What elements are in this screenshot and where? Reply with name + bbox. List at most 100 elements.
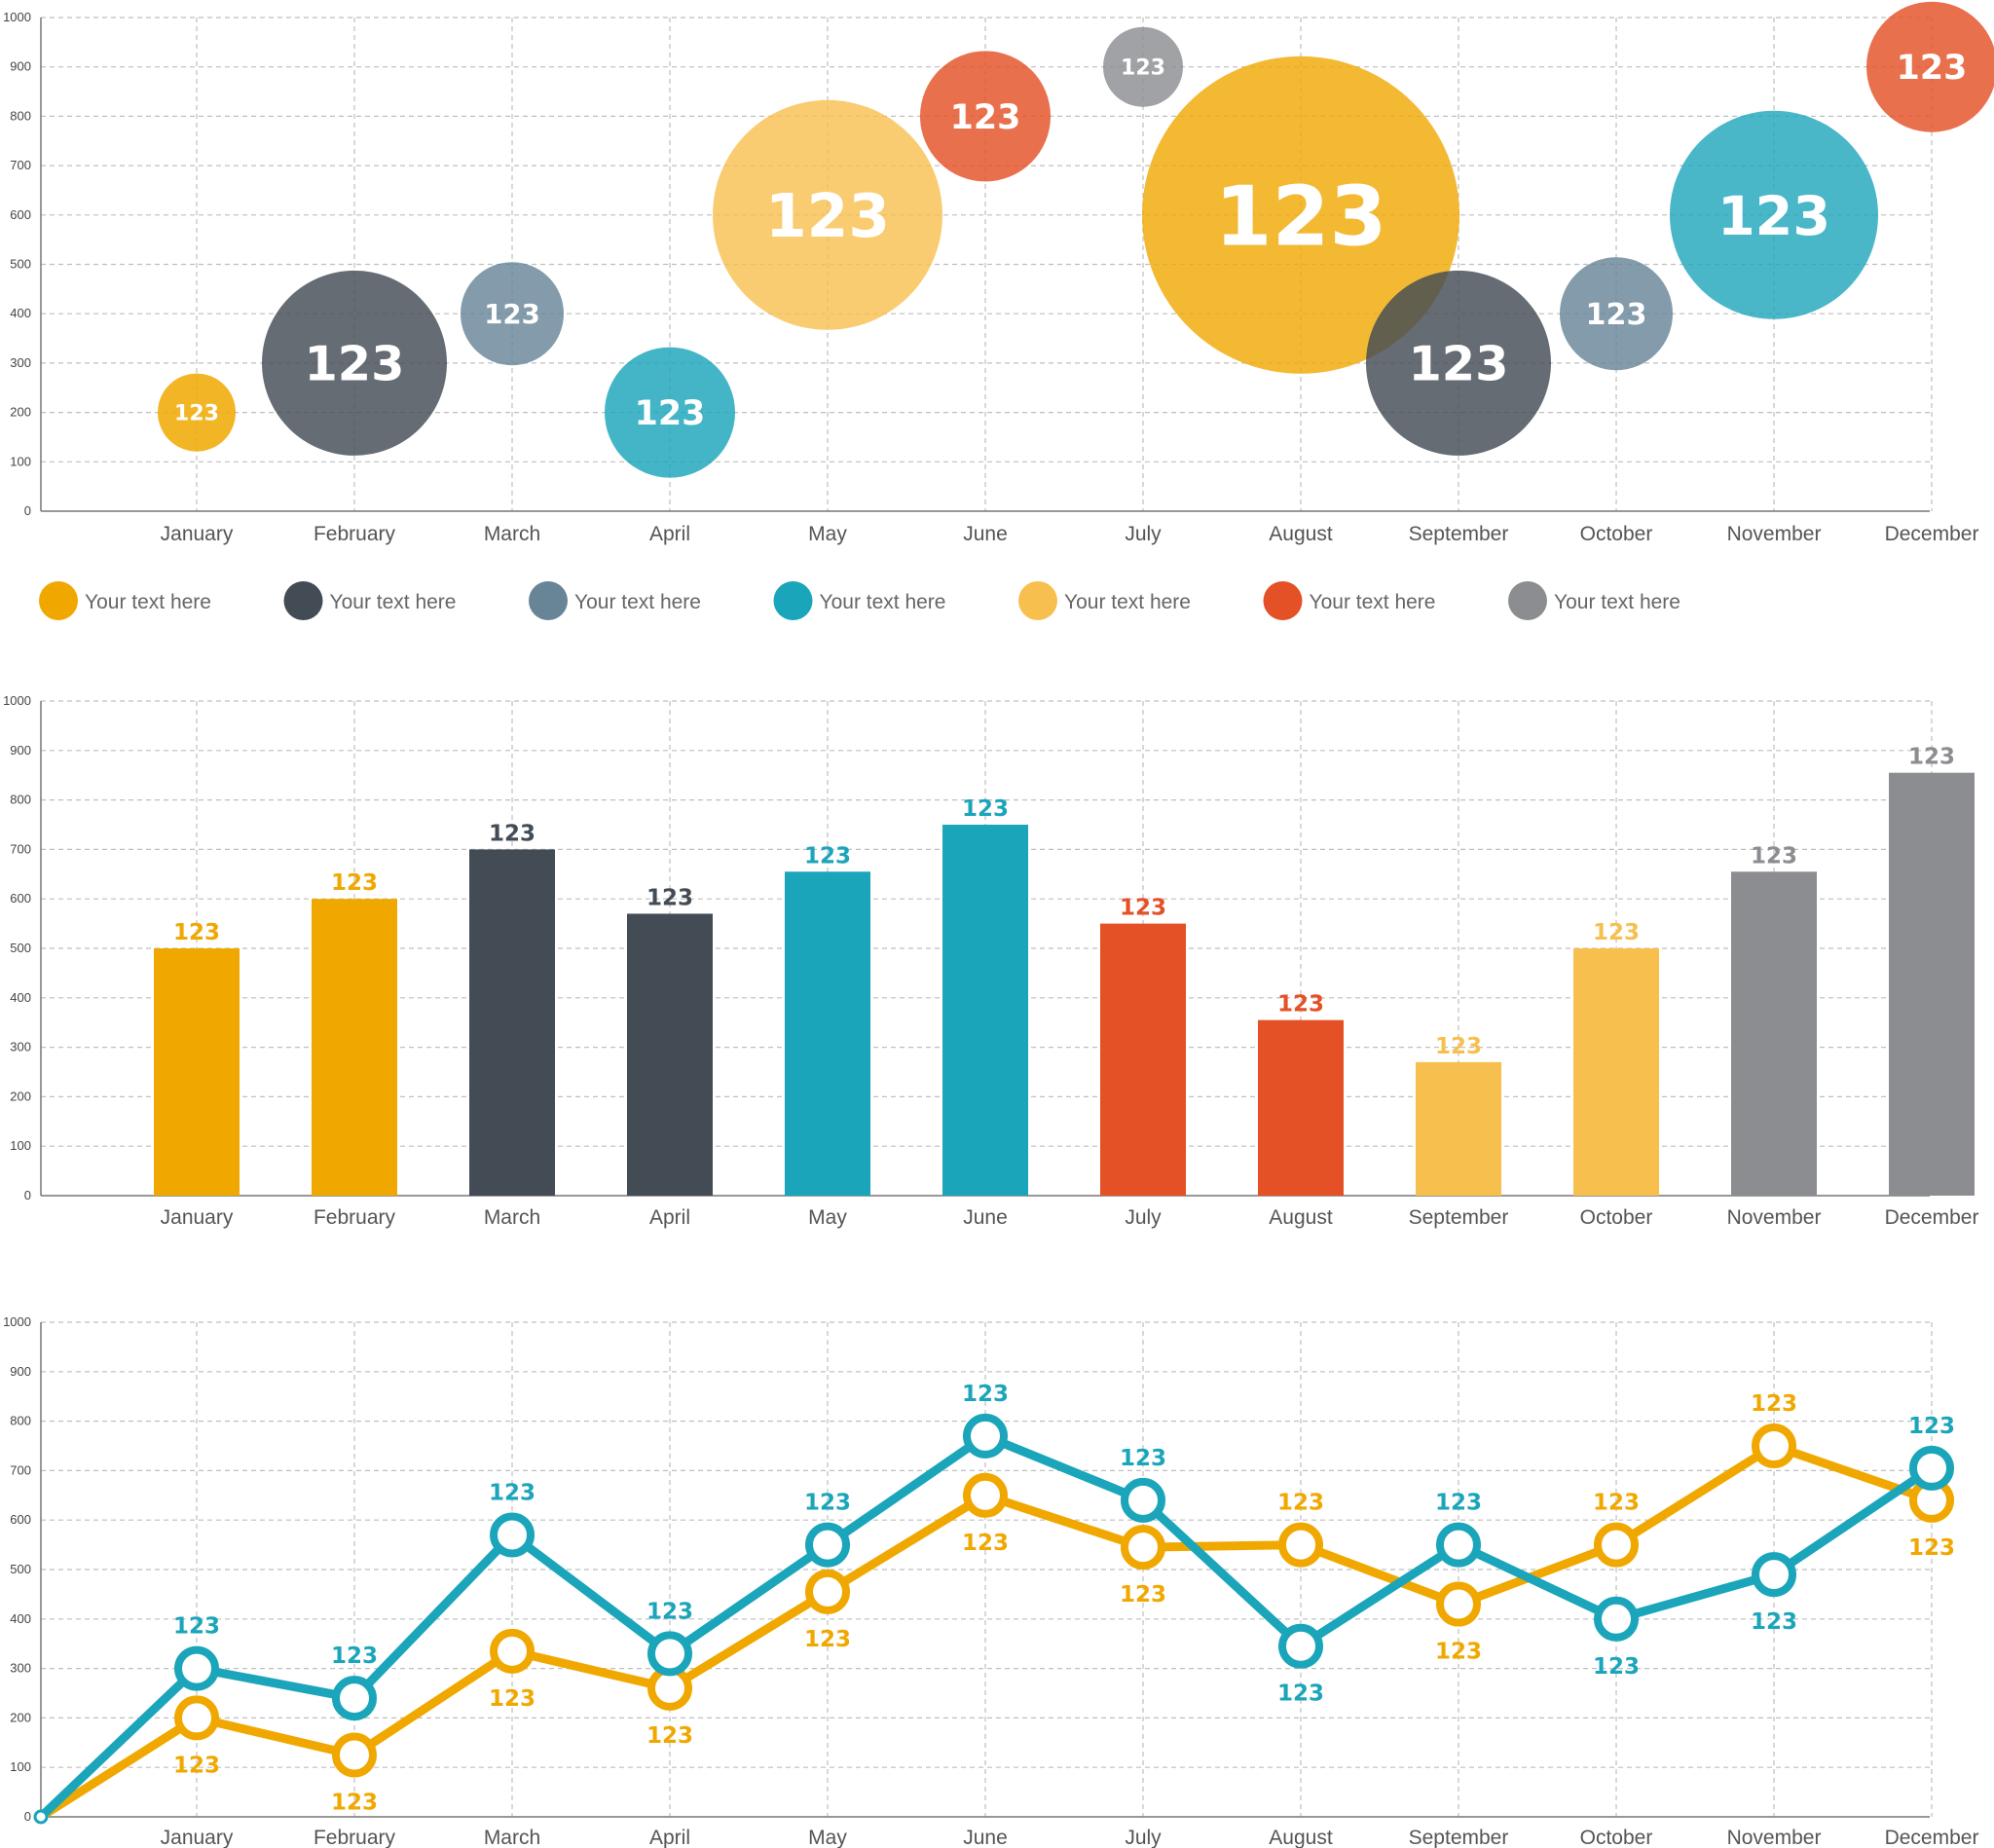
x-tick-label: October [1580, 1206, 1653, 1229]
y-tick-label: 400 [10, 1611, 31, 1626]
point-value-label: 123 [1908, 1535, 1955, 1561]
bubble-value-label: 123 [1215, 167, 1387, 264]
y-tick-label: 400 [10, 306, 31, 320]
series-point [1121, 1525, 1165, 1571]
y-tick-label: 700 [10, 841, 31, 856]
point-value-label: 123 [1593, 1491, 1640, 1516]
x-tick-label: February [314, 1827, 396, 1848]
bubble [262, 270, 447, 456]
bar [1731, 871, 1817, 1196]
y-tick-label: 0 [24, 1809, 31, 1824]
point-value-label: 123 [646, 1723, 693, 1749]
bar-value-label: 123 [1908, 745, 1955, 770]
y-tick-label: 900 [10, 743, 31, 758]
series-point [1436, 1581, 1481, 1627]
bubble [1103, 26, 1183, 107]
series-point [1121, 1477, 1165, 1523]
x-tick-label: December [1885, 1827, 1979, 1848]
point-value-label: 123 [1751, 1609, 1797, 1635]
bar-value-label: 123 [646, 885, 693, 910]
point-value-label: 123 [1908, 1414, 1955, 1439]
y-tick-label: 600 [10, 891, 31, 906]
x-tick-label: September [1409, 1206, 1509, 1229]
bar [312, 899, 397, 1196]
y-tick-label: 200 [10, 1710, 31, 1724]
x-tick-label: December [1885, 523, 1979, 545]
bubble [158, 373, 236, 452]
bubble [1670, 110, 1878, 319]
legend-label: Your text here [820, 591, 946, 613]
series-point [1436, 1522, 1481, 1568]
origin-point [33, 1809, 49, 1825]
point-value-label: 123 [804, 1627, 851, 1652]
bar-value-label: 123 [1277, 992, 1324, 1017]
series-point [1909, 1445, 1954, 1491]
bubble-value-label: 123 [484, 299, 540, 330]
x-tick-label: May [808, 523, 847, 545]
y-tick-label: 400 [10, 990, 31, 1005]
point-value-label: 123 [1435, 1640, 1482, 1665]
point-value-label: 123 [331, 1791, 378, 1816]
x-tick-label: February [314, 523, 396, 545]
bubble-value-label: 123 [1121, 56, 1165, 81]
y-tick-label: 600 [10, 1512, 31, 1527]
point-value-label: 123 [804, 1491, 851, 1516]
bar-value-label: 123 [962, 796, 1009, 822]
bar-value-label: 123 [804, 843, 851, 869]
bar-chart: 0 100 200 300 400 500 600 700 800 900 1000 January F… [3, 693, 1978, 1229]
bubble [605, 347, 735, 478]
bubble-value-label: 123 [950, 98, 1021, 137]
y-tick-label: 300 [10, 355, 31, 370]
series-point [1278, 1623, 1323, 1669]
y-tick-label: 100 [10, 454, 31, 468]
series-point [332, 1676, 377, 1721]
point-value-label: 123 [489, 1480, 535, 1505]
x-tick-label: May [808, 1206, 847, 1229]
bubble [713, 99, 942, 330]
y-tick-label: 300 [10, 1661, 31, 1676]
series-point [1594, 1596, 1639, 1642]
bubble-value-label: 123 [174, 402, 219, 426]
legend-swatch [39, 581, 78, 620]
y-tick-label: 600 [10, 207, 31, 222]
bar [1258, 1019, 1344, 1196]
series-point [805, 1569, 850, 1614]
bar [1889, 772, 1975, 1196]
legend-label: Your text here [1310, 591, 1436, 613]
x-tick-label: January [161, 1827, 234, 1848]
point-value-label: 123 [1277, 1682, 1324, 1707]
x-tick-label: August [1269, 1827, 1333, 1848]
point-value-label: 123 [173, 1753, 220, 1778]
y-tick-label: 800 [10, 108, 31, 123]
point-value-label: 123 [1120, 1446, 1166, 1471]
x-tick-label: October [1580, 523, 1653, 545]
x-tick-label: November [1727, 1206, 1822, 1229]
x-tick-label: November [1727, 523, 1822, 545]
bar [785, 871, 870, 1196]
y-tick-label: 1000 [3, 1314, 31, 1329]
y-tick-label: 300 [10, 1040, 31, 1054]
point-value-label: 123 [1120, 1582, 1166, 1608]
series-point [805, 1522, 850, 1568]
x-tick-label: June [963, 1827, 1008, 1848]
series-point [647, 1631, 692, 1677]
x-tick-label: August [1269, 523, 1333, 545]
x-tick-label: September [1409, 1827, 1509, 1848]
x-tick-label: December [1885, 1206, 1979, 1229]
bubble [1560, 257, 1673, 371]
bubble-value-label: 123 [1717, 185, 1830, 248]
point-value-label: 123 [1593, 1654, 1640, 1680]
bubble-value-label: 123 [1408, 336, 1508, 392]
series-point [332, 1732, 377, 1778]
bar-value-label: 123 [331, 870, 378, 896]
bar-value-label: 123 [1120, 896, 1166, 921]
y-tick-label: 200 [10, 405, 31, 420]
y-tick-label: 700 [10, 1462, 31, 1477]
x-tick-label: April [649, 1206, 690, 1229]
bar [1100, 923, 1186, 1196]
x-tick-label: June [963, 1206, 1008, 1229]
y-tick-label: 500 [10, 1562, 31, 1576]
point-value-label: 123 [1435, 1491, 1482, 1516]
bubble-chart: 0 100 200 300 400 500 600 700 800 900 1000 January F… [3, 1, 1994, 545]
